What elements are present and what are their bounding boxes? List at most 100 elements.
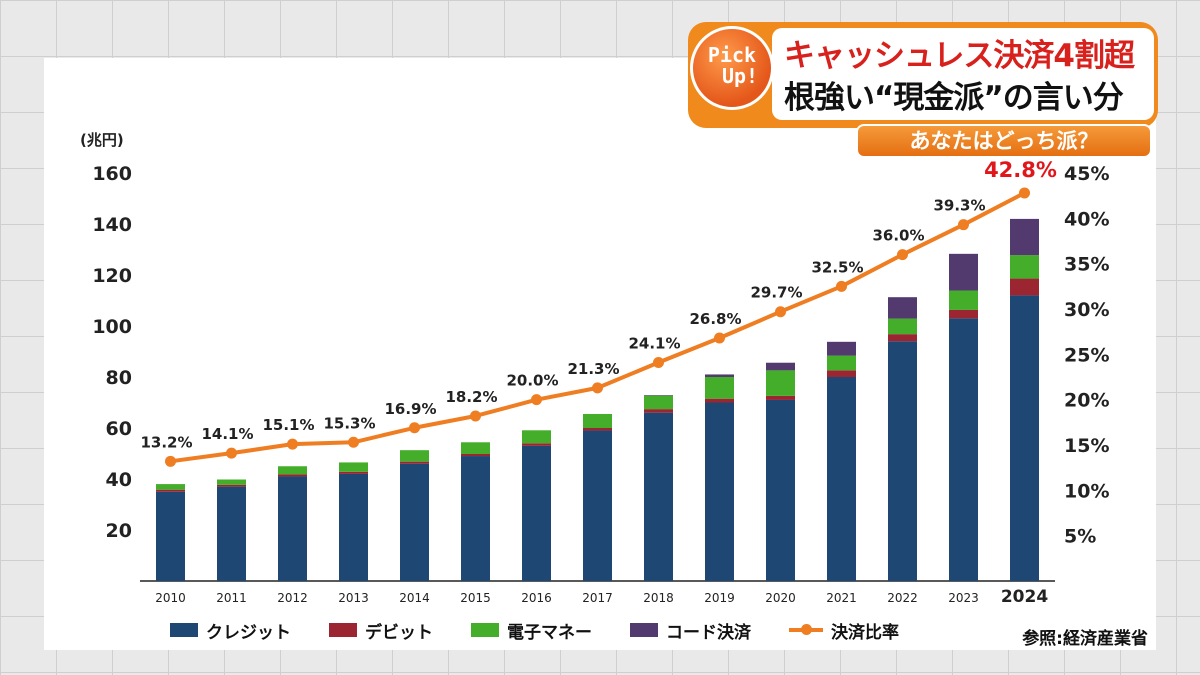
bar-segment <box>583 413 612 428</box>
x-tick-label: 2013 <box>338 591 369 605</box>
headline-badge <box>772 28 1154 120</box>
legend-label-debit: デビット <box>365 622 433 643</box>
x-tick-label: 2021 <box>826 591 857 605</box>
y-left-tick-label: 40 <box>106 469 132 491</box>
ratio-data-label: 32.5% <box>811 258 863 276</box>
ratio-data-label: 26.8% <box>689 310 741 328</box>
bar-segment <box>400 450 429 462</box>
legend-item-emoney: 電子マネー <box>471 618 592 643</box>
legend-swatch-emoney <box>471 623 499 637</box>
y-left-axis-label: (兆円) <box>80 131 124 149</box>
legend-swatch-code <box>630 623 658 637</box>
bar-segment <box>705 402 734 581</box>
y-right-tick-label: 40% <box>1064 208 1109 230</box>
bar-segment <box>339 473 368 581</box>
x-tick-label: 2020 <box>765 591 796 605</box>
bar-segment <box>217 479 246 485</box>
y-right-tick-label: 30% <box>1064 299 1109 321</box>
ratio-point <box>592 382 603 394</box>
bar-segment <box>705 377 734 399</box>
bar-segment <box>705 374 734 377</box>
legend-swatch-debit <box>329 623 357 637</box>
ratio-data-label: 18.2% <box>445 388 497 406</box>
bar-segment <box>1010 255 1039 279</box>
legend-item-debit: デビット <box>329 618 433 643</box>
bar-segment <box>461 442 490 455</box>
ratio-point <box>531 394 542 406</box>
bar-segment <box>766 362 795 371</box>
bar-segment <box>1010 278 1039 296</box>
bar-segment <box>827 355 856 371</box>
x-tick-label: 2022 <box>887 591 918 605</box>
ratio-point <box>287 438 298 450</box>
legend-dot-ratio <box>801 624 812 635</box>
bar-segment <box>156 491 185 581</box>
chart-legend: クレジット デビット 電子マネー コード決済 決済比率 <box>170 618 937 643</box>
bar-segment <box>278 476 307 581</box>
ratio-point <box>653 356 664 368</box>
y-left-tick-label: 60 <box>106 418 132 440</box>
ratio-data-label: 21.3% <box>567 360 619 378</box>
bar-segment <box>217 484 246 487</box>
bar-segment <box>339 462 368 472</box>
ratio-data-label: 42.8% <box>984 158 1057 182</box>
ratio-point <box>1019 187 1030 199</box>
pickup-line2: Up! <box>721 64 759 88</box>
ratio-data-label: 36.0% <box>872 227 924 245</box>
bar-segment <box>949 309 978 319</box>
bar-segment <box>1010 295 1039 581</box>
bar-segment <box>888 341 917 581</box>
legend-line-ratio <box>789 624 823 635</box>
bar-segment <box>888 318 917 335</box>
bar-segment <box>766 395 795 400</box>
pickup-logo: Pick Up! <box>690 26 774 110</box>
x-tick-label: 2017 <box>582 591 613 605</box>
legend-label-emoney: 電子マネー <box>507 622 592 643</box>
bar-segment <box>827 377 856 581</box>
x-tick-label: 2010 <box>155 591 186 605</box>
ratio-point <box>775 306 786 318</box>
ratio-data-label: 39.3% <box>933 197 985 215</box>
y-left-tick-label: 80 <box>106 367 132 389</box>
x-tick-label: 2015 <box>460 591 491 605</box>
y-right-tick-label: 35% <box>1064 254 1109 276</box>
ratio-point <box>958 219 969 231</box>
bar-segment <box>888 334 917 342</box>
bar-segment <box>766 370 795 396</box>
bar-segment <box>644 395 673 396</box>
bar-segment <box>827 341 856 356</box>
ratio-data-label: 16.9% <box>384 400 436 418</box>
legend-item-ratio: 決済比率 <box>789 618 899 643</box>
legend-label-credit: クレジット <box>206 622 291 643</box>
bar-segment <box>400 461 429 464</box>
x-tick-label: 2023 <box>948 591 979 605</box>
ratio-point <box>470 410 481 422</box>
bar-segment <box>827 370 856 377</box>
ratio-data-label: 14.1% <box>201 425 253 443</box>
y-left-tick-label: 100 <box>92 316 132 338</box>
ratio-point <box>226 447 237 459</box>
y-left-tick-label: 20 <box>106 520 132 542</box>
sub-headline-banner: あなたはどっち派？ <box>856 124 1152 158</box>
ratio-data-label: 29.7% <box>750 284 802 302</box>
ratio-point <box>409 422 420 434</box>
y-right-tick-label: 15% <box>1064 435 1109 457</box>
bar-segment <box>278 466 307 475</box>
x-tick-label: 2016 <box>521 591 552 605</box>
bar-segment <box>644 395 673 410</box>
bar-segment <box>583 428 612 431</box>
bar-segment <box>583 430 612 581</box>
bar-segment <box>156 489 185 492</box>
bar-segment <box>522 443 551 446</box>
bar-segment <box>644 409 673 413</box>
bar-segment <box>949 290 978 310</box>
ratio-data-label: 13.2% <box>140 433 192 451</box>
legend-label-ratio: 決済比率 <box>831 622 899 643</box>
bar-segment <box>461 454 490 457</box>
ratio-point <box>836 280 847 292</box>
bar-segment <box>461 456 490 581</box>
bar-segment <box>156 484 185 490</box>
ratio-point <box>714 332 725 344</box>
y-right-tick-label: 45% <box>1064 163 1109 185</box>
